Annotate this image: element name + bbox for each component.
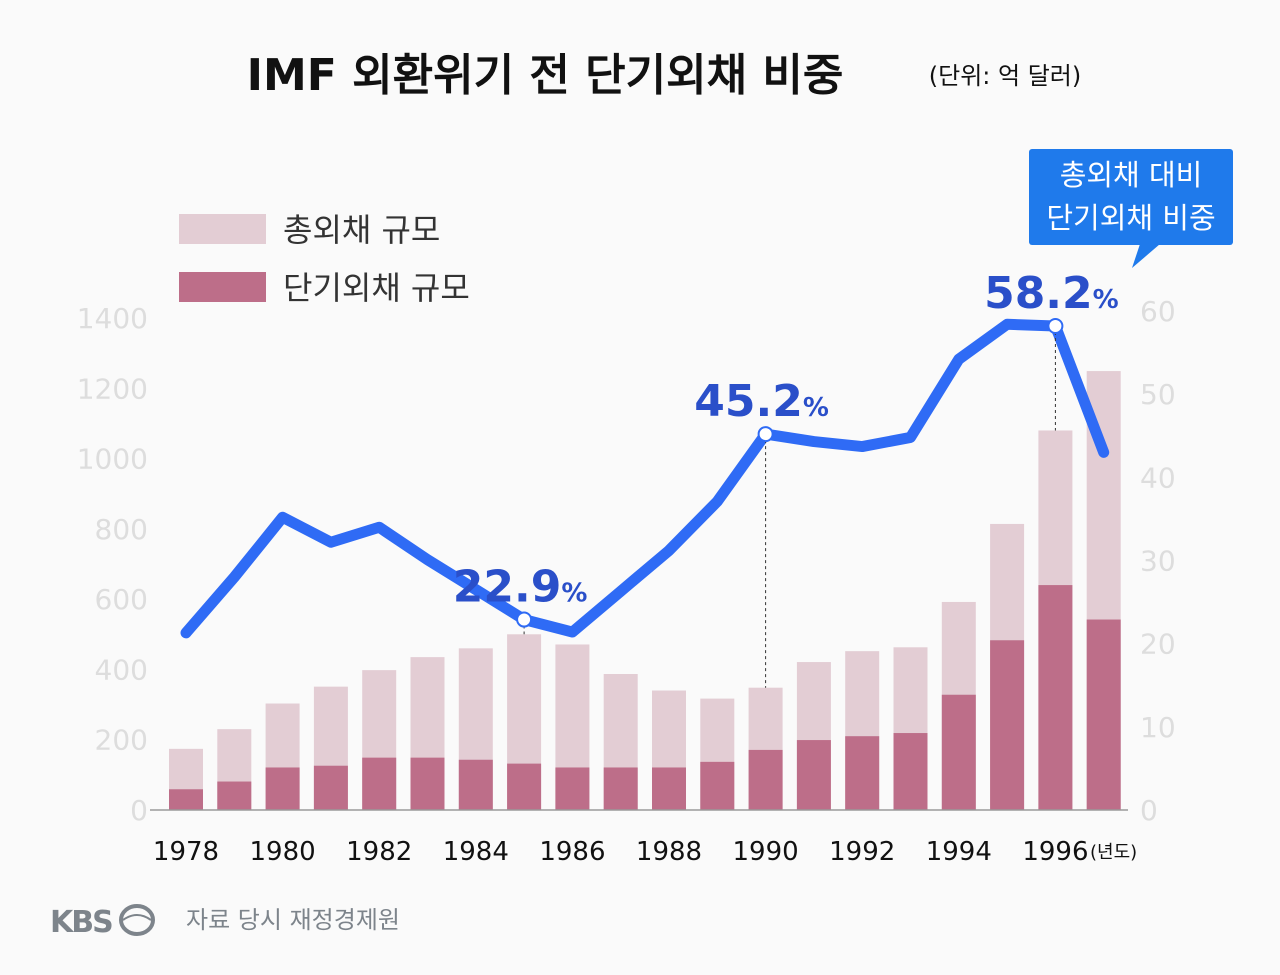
bar-short-term-1996 — [1038, 585, 1073, 810]
bar-short-term-1984 — [458, 759, 493, 810]
left-tick-label: 1200 — [77, 372, 148, 405]
x-tick-label: 1994 — [926, 837, 992, 867]
annotation-label-1990: 45.2% — [694, 376, 829, 427]
chart-title: IMF 외환위기 전 단기외채 비중 — [247, 50, 844, 101]
source-note: 자료 당시 재정경제원 — [186, 906, 400, 934]
bar-short-term-1982 — [362, 757, 397, 810]
x-unit-label: (년도) — [1090, 842, 1137, 863]
left-tick-label: 0 — [130, 794, 148, 827]
left-tick-label: 600 — [95, 583, 148, 616]
right-tick-label: 40 — [1140, 461, 1176, 494]
bar-short-term-1981 — [313, 765, 348, 810]
right-tick-label: 20 — [1140, 628, 1176, 661]
annotation-marker-1985 — [516, 611, 533, 628]
callout-box — [1029, 149, 1233, 245]
right-tick-label: 0 — [1140, 794, 1158, 827]
bar-short-term-1992 — [845, 736, 880, 810]
legend-label-short: 단기외채 규모 — [283, 269, 470, 307]
bar-short-term-1989 — [700, 761, 735, 810]
left-tick-label: 400 — [95, 653, 148, 686]
left-tick-label: 1000 — [77, 443, 148, 476]
x-tick-label: 1980 — [250, 837, 316, 867]
bar-short-term-1980 — [265, 767, 300, 810]
x-tick-label: 1988 — [636, 837, 702, 867]
bar-short-term-1997 — [1086, 619, 1121, 810]
x-tick-label: 1996 — [1022, 837, 1088, 867]
right-tick-label: 50 — [1140, 378, 1176, 411]
x-tick-label: 1978 — [153, 837, 219, 867]
legend-swatch-short — [179, 272, 266, 302]
bar-short-term-1994 — [941, 694, 976, 810]
chart-unit: (단위: 억 달러) — [929, 62, 1081, 90]
x-tick-label: 1990 — [733, 837, 799, 867]
bar-short-term-1987 — [603, 767, 638, 810]
x-tick-label: 1992 — [829, 837, 895, 867]
left-tick-label: 800 — [95, 513, 148, 546]
bar-short-term-1983 — [410, 757, 445, 810]
bar-short-term-1995 — [990, 640, 1025, 810]
bar-short-term-1991 — [796, 740, 831, 810]
x-tick-label: 1984 — [443, 837, 509, 867]
bar-short-term-1993 — [893, 733, 928, 810]
kbs-logo-mark — [119, 904, 155, 936]
bar-short-term-1978 — [169, 789, 203, 810]
callout: 총외채 대비 단기외채 비중 — [1029, 149, 1233, 268]
legend-label-total: 총외채 규모 — [283, 211, 440, 249]
annotation-label-1985: 22.9% — [453, 562, 588, 613]
right-tick-label: 10 — [1140, 711, 1176, 744]
callout-line-1: 총외채 대비 — [1060, 158, 1203, 192]
bar-short-term-1986 — [555, 767, 590, 810]
annotation-label-1996: 58.2% — [984, 268, 1119, 319]
bar-short-term-1988 — [652, 767, 686, 810]
bar-short-term-1990 — [748, 749, 783, 810]
kbs-logo: KBS — [50, 904, 155, 940]
callout-pointer — [1132, 244, 1160, 268]
callout-line-2: 단기외채 비중 — [1046, 201, 1215, 235]
right-tick-label: 30 — [1140, 545, 1176, 578]
annotation-marker-1996 — [1047, 317, 1064, 334]
x-tick-label: 1982 — [346, 837, 412, 867]
annotation-marker-1990 — [757, 426, 774, 443]
line-short-term-ratio — [180, 318, 1110, 639]
x-tick-label: 1986 — [539, 837, 605, 867]
right-tick-label: 60 — [1140, 295, 1176, 328]
legend-swatch-total — [179, 214, 266, 244]
bar-short-term-1985 — [507, 763, 542, 810]
kbs-logo-text: KBS — [50, 905, 112, 940]
bar-short-term-1979 — [217, 781, 252, 810]
left-tick-label: 1400 — [77, 302, 148, 335]
left-tick-label: 200 — [95, 724, 148, 757]
